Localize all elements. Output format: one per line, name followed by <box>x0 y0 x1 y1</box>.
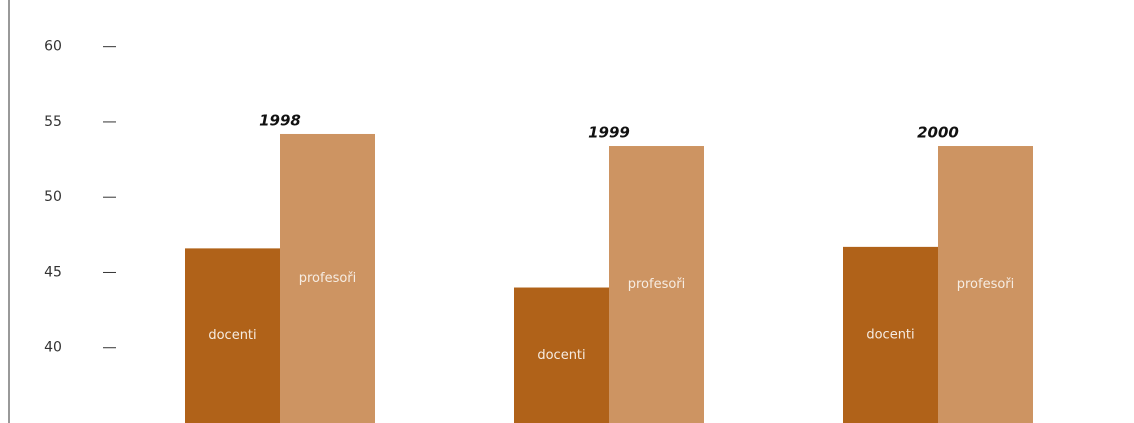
category-label: 1999 <box>588 124 630 142</box>
bar-series-label: docenti <box>537 348 585 363</box>
bar <box>280 133 375 423</box>
bar <box>609 146 704 423</box>
bar-series-label: profesoři <box>957 277 1015 292</box>
y-tick-label: 50 <box>44 189 62 205</box>
bar-series-label: docenti <box>208 328 256 343</box>
y-tick-label: 60 <box>44 39 62 55</box>
bar <box>514 287 609 423</box>
y-tick-label: 55 <box>44 114 62 130</box>
y-tick-label: 40 <box>44 340 62 356</box>
category-label: 2000 <box>917 124 959 142</box>
y-tick-label: 45 <box>44 264 62 280</box>
bar <box>185 248 280 423</box>
bar-series-label: docenti <box>866 327 914 342</box>
bar <box>938 146 1033 423</box>
bar-series-label: profesoři <box>628 277 686 292</box>
category-label: 1998 <box>259 111 301 129</box>
bar <box>843 246 938 423</box>
bar-series-label: profesoři <box>299 271 357 286</box>
